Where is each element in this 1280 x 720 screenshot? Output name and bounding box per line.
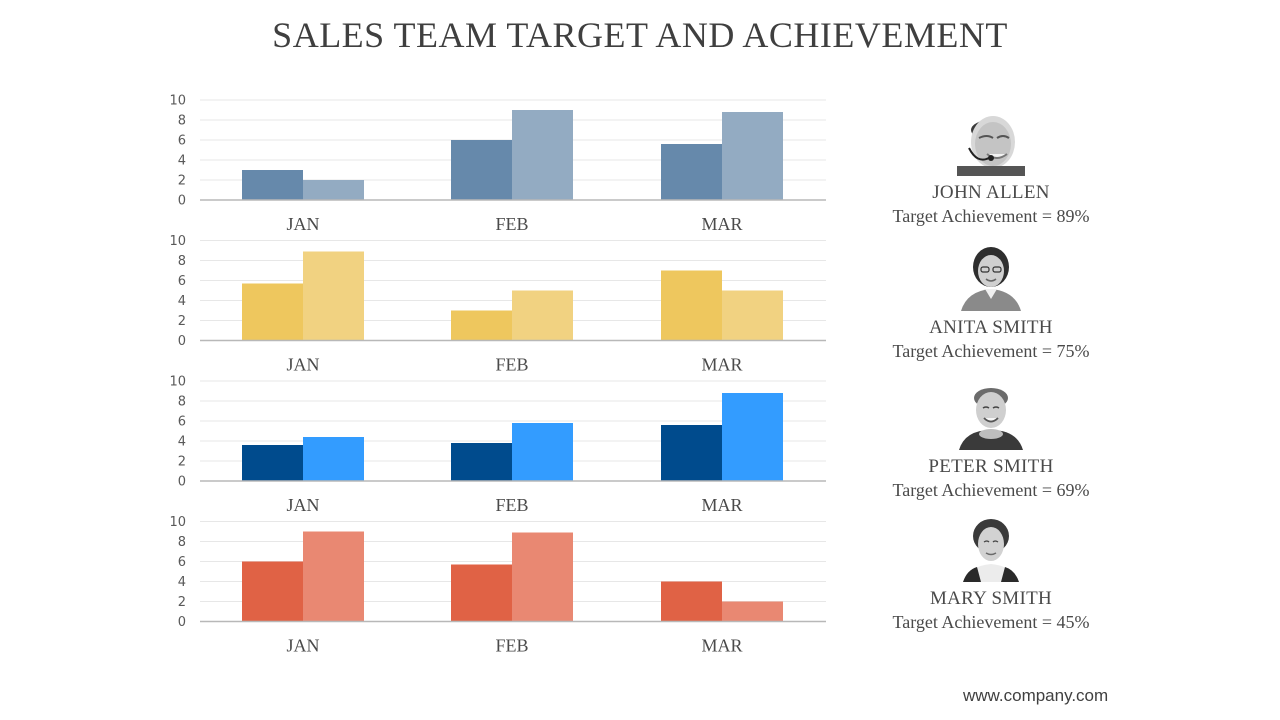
y-tick-label: 10 [169,515,186,530]
woman-glasses-photo-icon [957,243,1025,311]
y-tick-label: 8 [178,535,186,550]
person-card-anita-smith: ANITA SMITH Target Achievement = 75% [861,243,1121,362]
x-category-label: MAR [701,214,742,234]
person-name: ANITA SMITH [929,317,1053,338]
bar-achievement-mar [722,112,783,200]
person-achievement: Target Achievement = 45% [892,612,1090,632]
x-category-label: FEB [495,636,528,656]
x-category-label: JAN [286,495,319,515]
y-tick-label: 4 [178,294,186,309]
bar-target-feb [451,564,512,622]
x-category-label: JAN [286,636,319,656]
bar-achievement-jan [303,251,364,341]
y-tick-label: 2 [178,455,186,470]
bar-target-jan [242,283,303,341]
person-card-mary-smith: MARY SMITH Target Achievement = 45% [861,514,1121,633]
x-category-label: FEB [495,355,528,375]
chart-panel-1: 0 2 4 6 8 10 JAN FEB MAR [169,94,826,234]
bar-achievement-feb [512,110,573,200]
bar-target-mar [661,581,722,622]
y-tick-label: 8 [178,395,186,410]
x-category-label: MAR [701,355,742,375]
bar-charts: 0 2 4 6 8 10 JAN FEB MAR 0 2 4 6 8 10 JAN FEB MAR 0 2 4 6 8 10 J… [169,94,826,656]
y-tick-label: 4 [178,154,186,169]
person-card-peter-smith: PETER SMITH Target Achievement = 69% [861,382,1121,501]
bar-achievement-mar [722,601,783,622]
x-category-label: FEB [495,214,528,234]
bar-target-feb [451,443,512,481]
bar-achievement-jan [303,437,364,481]
bar-target-feb [451,310,512,341]
x-category-label: MAR [701,495,742,515]
bar-target-jan [242,170,303,200]
person-achievement: Target Achievement = 75% [892,341,1090,361]
bar-target-jan [242,561,303,622]
footer-url[interactable]: www.company.com [963,686,1109,705]
bar-achievement-jan [303,531,364,622]
bar-target-jan [242,445,303,481]
y-tick-label: 0 [178,615,186,630]
bar-achievement-feb [512,290,573,341]
y-tick-label: 8 [178,254,186,269]
y-tick-label: 6 [178,555,186,570]
person-name: MARY SMITH [929,588,1053,609]
bar-target-mar [661,144,722,200]
y-tick-label: 2 [178,595,186,610]
y-tick-label: 6 [178,274,186,289]
bar-achievement-jan [303,180,364,200]
bar-target-mar [661,270,722,341]
chart-panel-4: 0 2 4 6 8 10 JAN FEB MAR [169,515,826,656]
chart-panel-2: 0 2 4 6 8 10 JAN FEB MAR [169,234,826,375]
bar-achievement-mar [722,290,783,341]
y-tick-label: 10 [169,375,186,390]
bar-achievement-feb [512,532,573,622]
y-tick-label: 10 [169,234,186,249]
person-achievement: Target Achievement = 69% [892,480,1090,500]
bar-achievement-feb [512,423,573,481]
bar-achievement-mar [722,393,783,481]
chart-panel-3: 0 2 4 6 8 10 JAN FEB MAR [169,375,826,515]
person-card-john-allen: JOHN ALLEN Target Achievement = 89% [861,108,1121,227]
person-name: PETER SMITH [928,456,1054,477]
x-category-label: JAN [286,214,319,234]
y-tick-label: 6 [178,415,186,430]
page-title: SALES TEAM TARGET AND ACHIEVEMENT [272,15,1008,55]
y-tick-label: 0 [178,334,186,349]
bar-target-feb [451,140,512,200]
y-tick-label: 0 [178,475,186,490]
person-achievement: Target Achievement = 89% [892,206,1090,226]
person-name: JOHN ALLEN [932,182,1050,203]
x-category-label: JAN [286,355,319,375]
y-tick-label: 6 [178,134,186,149]
woman-photo-icon [957,514,1025,582]
x-category-label: FEB [495,495,528,515]
smiling-man-photo-icon [957,382,1025,450]
y-tick-label: 4 [178,435,186,450]
y-tick-label: 0 [178,194,186,209]
bar-target-mar [661,425,722,481]
y-tick-label: 8 [178,114,186,129]
y-tick-label: 4 [178,575,186,590]
y-tick-label: 2 [178,314,186,329]
y-tick-label: 2 [178,174,186,189]
man-headset-photo-icon [957,108,1025,176]
y-tick-label: 10 [169,94,186,109]
x-category-label: MAR [701,636,742,656]
